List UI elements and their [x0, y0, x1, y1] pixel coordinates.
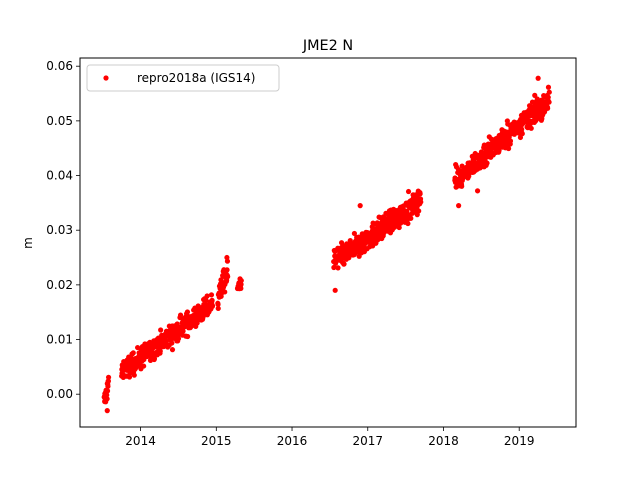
data-point	[408, 215, 414, 221]
data-point	[105, 374, 112, 380]
data-point	[224, 254, 230, 261]
plot-frame	[79, 57, 577, 428]
data-point	[341, 261, 347, 267]
data-point	[527, 121, 534, 127]
data-point	[203, 297, 209, 303]
y-tick-label: 0.00	[46, 387, 73, 401]
data-point	[105, 378, 111, 384]
data-point	[405, 188, 412, 195]
data-point	[484, 160, 490, 166]
data-point	[474, 188, 481, 194]
y-tick-label: 0.01	[46, 333, 73, 347]
data-point	[158, 327, 164, 333]
data-point	[224, 267, 230, 273]
y-axis: 0.00 0.01 0.02 0.03 0.04 0.05 0.06	[46, 59, 80, 401]
data-point	[209, 303, 216, 309]
y-tick-label: 0.02	[46, 278, 73, 292]
legend: repro2018a (IGS14)	[86, 64, 280, 92]
data-point	[208, 292, 215, 298]
data-point	[396, 224, 402, 231]
data-point	[104, 388, 111, 394]
data-point	[141, 363, 147, 369]
data-point	[357, 203, 363, 209]
data-point	[238, 285, 244, 292]
y-tick-label: 0.03	[46, 223, 73, 237]
data-point	[104, 392, 110, 398]
data-point	[131, 372, 137, 378]
data-point	[169, 340, 175, 346]
y-tick-label: 0.06	[46, 59, 73, 73]
data-point	[459, 183, 465, 189]
data-point	[347, 238, 353, 244]
data-point	[546, 89, 552, 95]
data-point	[238, 281, 244, 287]
data-point	[222, 289, 228, 295]
x-axis: 2014 2015 2016 2017 2018 2019	[125, 427, 534, 448]
y-axis-label: m	[21, 237, 35, 249]
data-point	[215, 301, 221, 308]
data-point	[130, 350, 136, 356]
data-point	[417, 191, 423, 197]
data-point	[225, 274, 231, 280]
data-point	[335, 265, 341, 271]
x-tick-label: 2019	[504, 434, 535, 448]
data-point	[332, 287, 338, 293]
data-point	[416, 208, 422, 214]
x-tick-label: 2015	[201, 434, 232, 448]
y-tick-label: 0.05	[46, 114, 73, 128]
data-point	[545, 105, 551, 111]
data-point	[204, 293, 210, 299]
data-points	[101, 75, 552, 414]
x-tick-label: 2016	[277, 434, 308, 448]
data-point	[215, 305, 221, 312]
data-point	[528, 125, 534, 131]
data-point	[157, 348, 163, 354]
data-point	[352, 250, 358, 257]
data-point	[105, 383, 111, 389]
x-tick-label: 2018	[428, 434, 459, 448]
data-point	[175, 335, 182, 342]
data-point	[535, 75, 541, 81]
data-point	[331, 264, 337, 271]
data-point	[104, 396, 110, 402]
data-point	[506, 145, 512, 152]
data-point	[405, 220, 411, 227]
data-point	[185, 333, 191, 340]
data-point	[184, 309, 191, 315]
data-point	[238, 277, 244, 284]
data-point	[177, 312, 184, 318]
data-point	[169, 347, 176, 353]
legend-box	[86, 64, 280, 92]
data-point	[126, 374, 133, 380]
data-point	[546, 99, 552, 105]
chart-title: JME2 N	[302, 38, 353, 54]
data-point	[104, 408, 110, 414]
data-point	[456, 203, 462, 209]
x-tick-label: 2014	[125, 434, 156, 448]
data-point	[545, 94, 551, 100]
data-point	[418, 199, 424, 205]
data-point	[519, 131, 525, 137]
data-point	[209, 297, 215, 303]
data-point	[151, 355, 158, 362]
y-tick-label: 0.04	[46, 169, 73, 183]
legend-marker	[103, 75, 109, 81]
data-point	[545, 84, 552, 90]
x-tick-label: 2017	[352, 434, 383, 448]
data-point	[351, 230, 358, 237]
data-point	[180, 328, 186, 334]
legend-label: repro2018a (IGS14)	[137, 71, 255, 85]
data-point	[507, 138, 514, 144]
